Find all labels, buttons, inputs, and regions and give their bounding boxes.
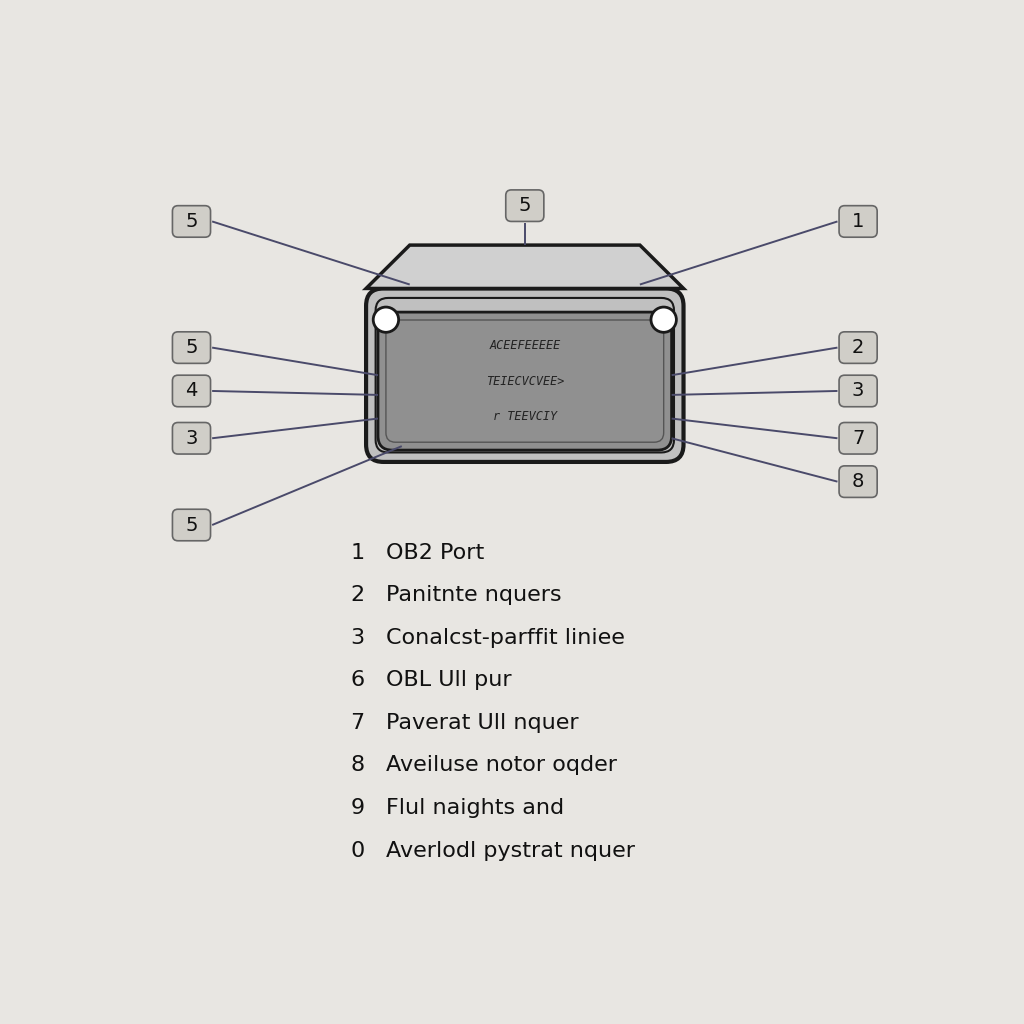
Text: 7: 7 [350, 713, 365, 733]
FancyBboxPatch shape [367, 289, 684, 462]
FancyBboxPatch shape [172, 509, 211, 541]
FancyBboxPatch shape [839, 466, 878, 498]
Text: 8: 8 [852, 472, 864, 492]
Text: 3: 3 [185, 429, 198, 447]
Polygon shape [367, 245, 684, 289]
Text: Averlodl pystrat nquer: Averlodl pystrat nquer [386, 841, 635, 860]
Text: 3: 3 [350, 628, 365, 648]
Text: Panitnte nquers: Panitnte nquers [386, 585, 561, 605]
FancyBboxPatch shape [378, 312, 672, 451]
Text: OBL Ull pur: OBL Ull pur [386, 671, 512, 690]
Text: 6: 6 [350, 671, 365, 690]
Circle shape [651, 307, 677, 333]
Circle shape [373, 307, 398, 333]
Text: 9: 9 [350, 798, 365, 818]
FancyBboxPatch shape [839, 423, 878, 454]
Text: 2: 2 [852, 338, 864, 357]
Text: 1: 1 [350, 543, 365, 562]
Text: Conalcst-parffit liniee: Conalcst-parffit liniee [386, 628, 625, 648]
Text: 3: 3 [852, 382, 864, 400]
FancyBboxPatch shape [506, 189, 544, 221]
Text: Aveiluse notor oqder: Aveiluse notor oqder [386, 756, 616, 775]
Text: Paverat Ull nquer: Paverat Ull nquer [386, 713, 579, 733]
Text: 1: 1 [852, 212, 864, 231]
Text: 7: 7 [852, 429, 864, 447]
Text: 8: 8 [350, 756, 365, 775]
Text: ACEEFEEEEE: ACEEFEEEEE [489, 339, 560, 352]
Text: 5: 5 [185, 515, 198, 535]
Text: r TEEVCIY: r TEEVCIY [493, 410, 557, 423]
Text: 5: 5 [185, 212, 198, 231]
Text: Flul naights and: Flul naights and [386, 798, 564, 818]
Text: 0: 0 [350, 841, 365, 860]
FancyBboxPatch shape [839, 332, 878, 364]
Text: 4: 4 [185, 382, 198, 400]
FancyBboxPatch shape [172, 206, 211, 238]
FancyBboxPatch shape [839, 206, 878, 238]
Text: 5: 5 [185, 338, 198, 357]
Text: OB2 Port: OB2 Port [386, 543, 484, 562]
FancyBboxPatch shape [172, 332, 211, 364]
Text: TEIECVCVEE>: TEIECVCVEE> [485, 375, 564, 388]
Text: 5: 5 [518, 197, 531, 215]
FancyBboxPatch shape [172, 375, 211, 407]
FancyBboxPatch shape [172, 423, 211, 454]
FancyBboxPatch shape [839, 375, 878, 407]
Text: 2: 2 [350, 585, 365, 605]
